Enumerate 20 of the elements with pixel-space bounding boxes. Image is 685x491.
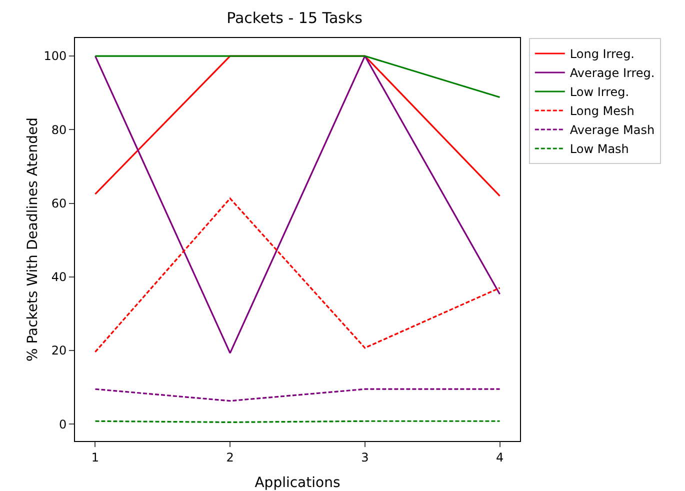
x-axis-title: Applications bbox=[254, 475, 340, 491]
y-tick-label: 100 bbox=[44, 49, 67, 64]
legend-label: Average Mash bbox=[570, 123, 655, 138]
y-tick-label: 20 bbox=[51, 344, 67, 358]
line-series bbox=[94, 198, 501, 353]
legend-label: Low Mash bbox=[570, 142, 629, 156]
y-tick-label: 40 bbox=[51, 270, 67, 284]
legend-label: Low Irreg. bbox=[570, 85, 630, 100]
x-tick-label: 1 bbox=[91, 450, 100, 464]
y-tick-label: 0 bbox=[58, 417, 67, 432]
chart-title: Packets - 15 Tasks bbox=[226, 8, 363, 27]
x-tick-label: 2 bbox=[226, 450, 234, 464]
legend-label: Average Irreg. bbox=[570, 66, 655, 80]
y-tick-label: 80 bbox=[51, 122, 67, 137]
legend-label: Long Mesh bbox=[570, 104, 634, 118]
y-axis-title: % Packets With Deadlines Atended bbox=[25, 117, 41, 362]
y-tick-label: 60 bbox=[51, 196, 67, 210]
legend-label: Long Irreg. bbox=[570, 47, 635, 62]
x-tick-label: 3 bbox=[361, 450, 369, 464]
x-tick-label: 4 bbox=[496, 450, 504, 464]
